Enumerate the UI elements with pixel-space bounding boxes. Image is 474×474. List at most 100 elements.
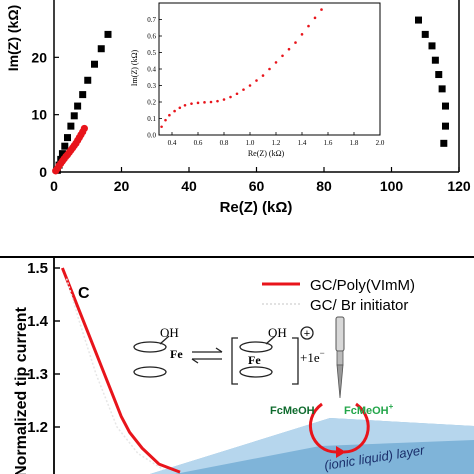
inset-data-point [196,101,200,105]
inset-data-point [190,102,193,105]
y-axis-label: Im(Z) (kΩ) [5,5,21,71]
curve-poly-vimm [61,267,181,474]
data-point-circle [80,124,88,133]
inset-x-tick-label: 1.8 [350,139,359,147]
fe-label-left: Fe [170,347,183,361]
data-point-square [64,134,71,142]
inset-data-point [203,101,206,104]
x-tick-label: 60 [249,178,265,194]
cycle-arrow-right [343,402,370,454]
inset-data-point [209,100,213,104]
legend-label-br: GC/ Br initiator [310,297,408,314]
x-tick-label: 40 [181,178,197,194]
inset-data-point [235,92,239,96]
inset-x-tick-label: 1.0 [246,139,255,147]
bracket-right [292,337,299,385]
x-tick-label: 20 [114,178,130,194]
data-point-square [421,30,429,38]
inset-x-tick-label: 0.8 [220,139,229,147]
inset-data-point [261,74,265,77]
data-point-square [435,71,443,79]
x-tick-label: 80 [316,178,332,194]
cycle-arrow-left [309,402,337,454]
oh-label-left: OH [160,325,179,340]
inset-data-point [216,99,219,103]
inset-data-point [294,41,297,44]
electron-label: +1e− [300,348,325,365]
c-y-ticks: 1.2 1.3 1.4 1.5 [27,260,60,436]
x-tick-label: 0 [50,178,58,194]
c-y-axis-label: Normalized tip current [13,306,30,474]
legend: GC/Poly(VImM) GC/ Br initiator [262,277,415,314]
fcmeoh-plus-label: FcMeOH+ [344,402,394,417]
cp-ring-top-right [239,341,273,353]
inset-data-point [222,98,226,101]
x-tick-label: 120 [447,178,471,194]
inset-data-point [307,24,310,28]
inset-x-ticks: 0.4 0.6 0.8 1.0 1.2 1.4 1.6 1.8 2.0 [168,132,385,147]
data-point-square [431,56,439,64]
inset-data-point [281,54,284,58]
data-point-square [442,122,449,130]
y-tick-label: 10 [31,107,47,123]
inset-data-point [255,79,258,82]
ch2-bond-left [159,335,170,345]
inset-data-point [274,61,278,64]
inset-x-tick-label: 0.6 [194,139,203,147]
inset-points [160,8,323,129]
inset-y-tick-label: 0.5 [147,49,156,57]
y-tick-label: 20 [31,49,47,65]
redox-cycle: FcMeOH FcMeOH+ [270,402,394,458]
data-point-square [91,60,98,68]
data-point-square [67,122,75,130]
cycle-arrowhead [336,446,346,458]
data-point-square [438,85,446,93]
tip-needle [336,364,344,399]
cp-ring-bottom-right [239,366,273,378]
inset-x-tick-label: 1.6 [324,139,333,147]
data-point-square [84,76,92,84]
inset-x-tick-label: 2.0 [376,139,385,147]
charge-plus: + [304,328,310,340]
fe-label-right: Fe [248,353,261,367]
panel-c: 1.2 1.3 1.4 1.5 Normalized tip current C GC… [0,256,474,474]
data-point-square [104,30,112,38]
x-axis-label: Re(Z) (kΩ) [220,199,293,216]
equilibrium-arrowhead-top [215,347,223,353]
data-point-square [415,16,422,24]
inset-y-tick-label: 0.4 [147,66,156,74]
inset-x-tick-label: 1.2 [272,139,281,147]
fcmeoh-label: FcMeOH [270,405,315,417]
ch2-bond-right [265,335,276,345]
inset-y-axis-label: Im(Z) (kΩ) [130,49,139,86]
inset-data-point [248,84,252,87]
inset-data-point [320,8,323,11]
tip-cap [335,316,345,352]
inset-data-point [178,106,182,110]
inset-y-tick-label: 0.0 [147,132,156,140]
inset-y-tick-label: 0.2 [147,99,156,107]
charge-circle [300,326,314,340]
data-point-square [440,139,448,147]
data-point-square [79,91,87,99]
inset-data-point [242,88,245,91]
y-ticks: 0 10 20 [31,49,59,180]
inset-data-point [268,67,271,71]
c-curves [61,267,181,474]
tip-body [336,350,344,366]
inset-data-point [300,33,304,36]
x-tick-label: 100 [380,178,404,194]
panel-label: C [78,285,90,302]
c-y-tick-label: 1.4 [27,313,49,330]
inset-data-point [173,109,176,113]
sem-tip [335,316,345,399]
panel-impedance: 0 20 40 60 80 100 120 0 10 20 Re(Z) (kΩ) Im(Z) (… [5,0,471,216]
bracket-left [231,337,238,385]
inset-data-point [229,95,232,99]
equilibrium-arrowhead-bottom [191,358,199,364]
ionic-liquid-layer: (ionic liquid) layer [150,418,474,474]
layer-top [150,418,474,474]
inset-data-point [168,113,171,117]
curve-br-initiator [65,278,164,471]
inset-x-axis-label: Re(Z) (kΩ) [248,149,285,158]
